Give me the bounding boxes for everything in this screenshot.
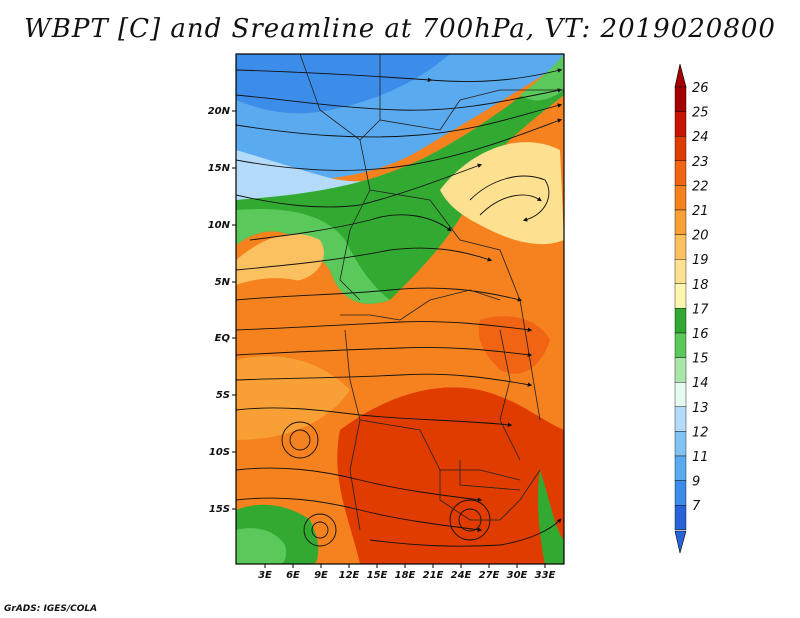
lon-label-3e: 3E — [258, 570, 272, 581]
colorbar-label: 9 — [692, 475, 700, 490]
colorbar-swatch — [674, 209, 687, 235]
colorbar-label: 19 — [692, 253, 709, 268]
colorbar-swatch — [674, 332, 687, 358]
colorbar-swatch — [674, 185, 687, 211]
lon-label-12e: 12E — [339, 570, 360, 581]
lat-label-20n: 20N — [208, 106, 231, 117]
colorbar-label: 14 — [692, 376, 709, 391]
lat-label-5n: 5N — [215, 277, 231, 288]
lat-label-10s: 10S — [209, 447, 230, 458]
colorbar-swatch — [674, 406, 687, 432]
lon-label-21e: 21E — [423, 570, 444, 581]
colorbar-bottom-arrow — [674, 530, 687, 554]
colorbar-label: 21 — [692, 204, 709, 219]
colorbar-label: 23 — [692, 155, 709, 170]
colorbar-label: 22 — [692, 179, 709, 194]
map-frame — [235, 53, 565, 565]
wbpt-green-southeast — [537, 470, 564, 564]
colorbar-label: 26 — [692, 81, 709, 96]
lon-label-24e: 24E — [451, 570, 472, 581]
colorbar-label: 12 — [692, 425, 709, 440]
colorbar-swatch — [674, 283, 687, 309]
wbpt-yellow-east — [440, 142, 564, 245]
colorbar-label: 24 — [692, 130, 709, 145]
colorbar-label: 18 — [692, 278, 709, 293]
colorbar-swatch — [674, 480, 687, 506]
streamlines — [236, 68, 563, 547]
lat-label-15n: 15N — [208, 163, 231, 174]
colorbar-top-arrow — [674, 63, 687, 88]
lon-label-30e: 30E — [507, 570, 528, 581]
lon-label-18e: 18E — [395, 570, 416, 581]
colorbar-label: 13 — [692, 401, 709, 416]
colorbar-swatch — [674, 259, 687, 285]
lat-label-eq: EQ — [215, 333, 231, 344]
colorbar-swatch — [674, 308, 687, 334]
colorbar-swatch — [674, 111, 687, 137]
colorbar-swatch — [674, 86, 687, 112]
wbpt-green-light — [236, 209, 390, 304]
colorbar-swatch — [674, 234, 687, 260]
grads-credit: GrADS: IGES/COLA — [4, 604, 98, 614]
lon-label-15e: 15E — [367, 570, 388, 581]
lon-label-6e: 6E — [286, 570, 300, 581]
colorbar-label: 11 — [692, 450, 709, 465]
wbpt-hot-south — [337, 387, 564, 564]
colorbar-swatch — [674, 357, 687, 383]
lat-label-10n: 10N — [208, 220, 231, 231]
colorbar-label: 7 — [692, 499, 701, 514]
wbpt-light-blue — [236, 150, 420, 200]
latitude-axis: 20N 15N 10N 5N EQ 5S 10S 15S — [208, 106, 236, 515]
longitude-axis: 3E 6E 9E 12E 15E 18E 21E 24E 27E 30E 33E — [258, 564, 556, 581]
wbpt-coldest-north — [236, 54, 450, 114]
colorbar-swatch — [674, 382, 687, 408]
country-borders — [299, 54, 564, 531]
colorbar-label: 15 — [692, 352, 709, 367]
chart-title: WBPT [C] and Sreamline at 700hPa, VT: 20… — [24, 14, 776, 44]
colorbar: 26 25 24 23 22 21 20 19 18 17 16 15 14 13 12 11 9 7 — [674, 63, 709, 554]
colorbar-boxes — [674, 86, 687, 531]
colorbar-label: 20 — [692, 229, 709, 244]
lon-label-9e: 9E — [314, 570, 328, 581]
colorbar-swatch — [674, 431, 687, 457]
colorbar-label: 16 — [692, 327, 709, 342]
colorbar-swatch — [674, 135, 687, 161]
wbpt-orange-light — [236, 356, 350, 440]
wbpt-field — [236, 54, 564, 564]
wbpt-green-southwest-inner — [236, 528, 287, 564]
colorbar-swatch — [674, 455, 687, 481]
colorbar-label: 17 — [692, 302, 709, 317]
colorbar-label: 25 — [692, 106, 709, 121]
wbpt-yellow-west — [236, 233, 324, 285]
lon-label-33e: 33E — [535, 570, 556, 581]
lat-label-5s: 5S — [216, 390, 230, 401]
colorbar-swatch — [674, 505, 687, 531]
colorbar-labels: 26 25 24 23 22 21 20 19 18 17 16 15 14 13 12 11 9 7 — [692, 81, 709, 514]
colorbar-swatch — [674, 160, 687, 186]
lon-label-27e: 27E — [479, 570, 500, 581]
lat-label-15s: 15S — [209, 504, 230, 515]
